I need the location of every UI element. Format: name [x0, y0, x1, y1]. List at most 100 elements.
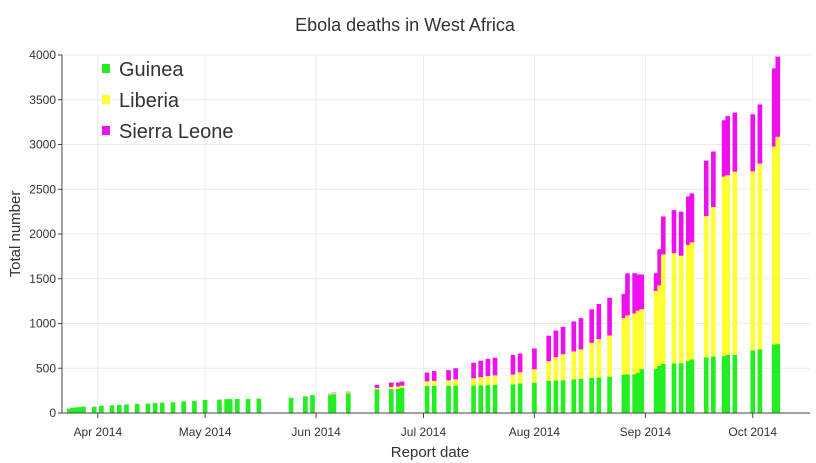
bar-liberia	[678, 255, 684, 364]
bar-guinea	[256, 398, 262, 413]
y-tick-label: 3500	[29, 93, 56, 107]
bar-liberia	[492, 375, 498, 385]
bar-liberia	[732, 171, 738, 355]
y-tick-label: 1500	[29, 272, 56, 286]
y-tick-label: 2000	[29, 227, 56, 241]
bar-liberia	[478, 377, 484, 386]
bar-guinea	[374, 389, 380, 413]
bar-sierra-leone	[750, 114, 756, 172]
bar-guinea	[635, 372, 641, 413]
bar-sierra-leone	[678, 211, 684, 256]
bar-guinea	[73, 407, 79, 413]
bar-sierra-leone	[517, 353, 523, 373]
bar-guinea	[227, 399, 233, 413]
bar-liberia	[388, 386, 394, 390]
bar-sierra-leone	[331, 392, 337, 394]
bar-sierra-leone	[553, 330, 559, 358]
bar-guinea	[660, 363, 666, 413]
bar-guinea	[553, 380, 559, 413]
bar-sierra-leone	[328, 393, 333, 395]
bar-sierra-leone	[399, 381, 405, 386]
bar-liberia	[653, 290, 659, 369]
bar-sierra-leone	[345, 391, 351, 393]
bar-sierra-leone	[689, 193, 695, 243]
bar-guinea	[124, 404, 129, 413]
bar-sierra-leone	[653, 273, 659, 291]
bar-sierra-leone	[657, 249, 663, 286]
bar-liberia	[510, 374, 516, 385]
bar-guinea	[202, 399, 208, 413]
bar-liberia	[431, 380, 437, 386]
bar-guinea	[721, 356, 727, 413]
bar-liberia	[632, 313, 637, 375]
y-tick-label: 4000	[29, 48, 56, 62]
bar-sierra-leone	[589, 309, 595, 343]
bar-guinea	[77, 407, 83, 413]
bar-sierra-leone	[757, 104, 763, 164]
bar-guinea	[578, 378, 584, 413]
bar-guinea	[703, 357, 709, 413]
x-tick-label: Oct 2014	[728, 425, 777, 439]
bar-liberia	[546, 361, 552, 381]
bar-sierra-leone	[485, 358, 491, 377]
bar-liberia	[589, 342, 595, 378]
bar-liberia	[374, 387, 380, 390]
bar-guinea	[625, 374, 630, 413]
bar-liberia	[399, 385, 405, 388]
y-tick-label: 2500	[29, 182, 56, 196]
bar-guinea	[678, 363, 684, 413]
bar-sierra-leone	[396, 382, 401, 387]
bar-sierra-leone	[431, 371, 437, 381]
bar-liberia	[560, 354, 566, 381]
bar-guinea	[510, 384, 516, 413]
bar-guinea	[771, 344, 777, 413]
bar-liberia	[771, 146, 777, 345]
bar-guinea	[192, 400, 197, 413]
bar-guinea	[757, 349, 763, 413]
bar-liberia	[750, 171, 756, 351]
y-axis-label: Total number	[7, 191, 24, 278]
bar-liberia	[703, 216, 709, 358]
bar-sierra-leone	[771, 68, 777, 147]
x-axis-label: Report date	[391, 444, 469, 461]
legend-label-liberia: Liberia	[119, 90, 180, 112]
bar-guinea	[639, 369, 645, 413]
bar-guinea	[170, 402, 176, 413]
bar-sierra-leone	[732, 112, 738, 172]
bar-sierra-leone	[510, 355, 516, 375]
bar-guinea	[331, 394, 337, 413]
bar-guinea	[217, 399, 222, 413]
bar-sierra-leone	[607, 297, 612, 336]
chart-title: Ebola deaths in West Africa	[295, 15, 516, 35]
bar-guinea	[145, 403, 151, 413]
bar-sierra-leone	[571, 321, 577, 352]
bar-liberia	[328, 394, 333, 396]
bar-guinea	[288, 397, 294, 413]
bar-guinea	[91, 406, 97, 413]
bar-sierra-leone	[639, 274, 645, 310]
bar-guinea	[224, 399, 229, 413]
bar-liberia	[721, 176, 727, 357]
bar-guinea	[453, 385, 459, 413]
bar-guinea	[653, 368, 659, 413]
bar-guinea	[657, 366, 663, 413]
bar-liberia	[725, 175, 731, 356]
bar-sierra-leone	[711, 151, 716, 207]
bar-liberia	[485, 376, 491, 386]
bar-sierra-leone	[671, 210, 677, 254]
bar-guinea	[750, 350, 756, 413]
bar-guinea	[485, 385, 491, 413]
bar-sierra-leone	[632, 273, 637, 314]
bar-liberia	[396, 386, 401, 389]
bar-sierra-leone	[625, 273, 630, 316]
bar-guinea	[396, 388, 401, 413]
bar-sierra-leone	[546, 335, 552, 362]
y-tick-label: 0	[49, 406, 56, 420]
bar-liberia	[775, 136, 781, 345]
bar-sierra-leone	[578, 318, 584, 350]
bar-sierra-leone	[560, 326, 566, 355]
bar-guinea	[181, 401, 187, 413]
bar-liberia	[639, 309, 645, 370]
bar-liberia	[578, 349, 584, 379]
